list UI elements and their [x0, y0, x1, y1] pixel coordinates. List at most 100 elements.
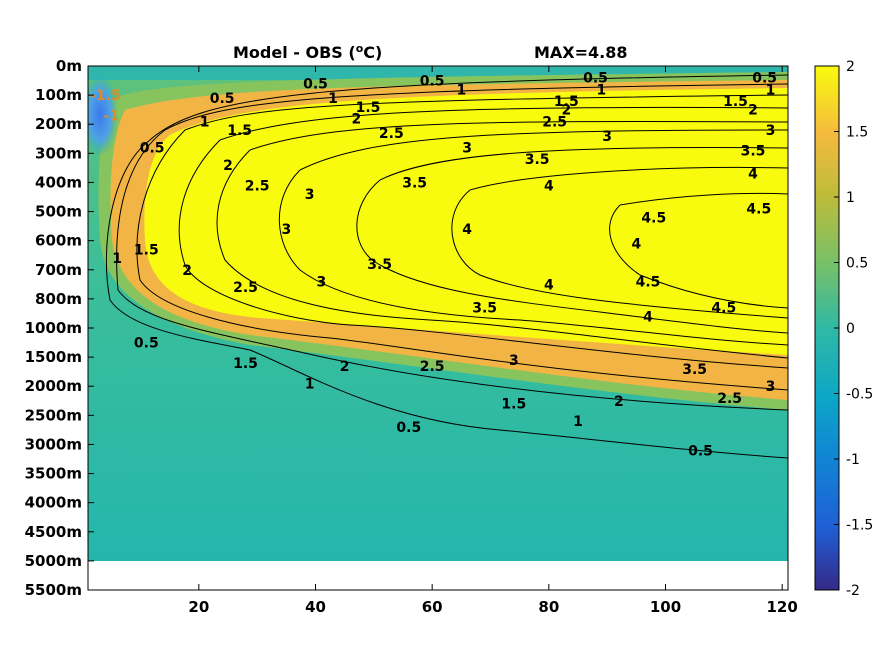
- contour-label: 0.5: [420, 74, 445, 90]
- max-annotation: MAX=4.88: [534, 43, 628, 62]
- contour-label: 3: [766, 123, 776, 139]
- chart-title-text: Model - OBS (: [233, 43, 356, 62]
- contour-2-upper: [219, 106, 788, 141]
- y-tick-label: 1500m: [25, 348, 82, 366]
- contour-3p5-lower: [356, 179, 788, 334]
- contour-label: 2: [561, 103, 571, 119]
- contour-label: 3: [509, 353, 519, 369]
- contour-label: 3.5: [402, 175, 427, 191]
- contour-label: 1.5: [227, 123, 252, 139]
- edge-contour-label: -1: [104, 108, 120, 124]
- contour-label: 4.5: [746, 202, 771, 218]
- contour-label: 1: [573, 414, 583, 430]
- colorbar-tick-label: 0.5: [846, 256, 868, 272]
- x-tick-label: 60: [422, 598, 443, 616]
- contour-label: 1.5: [554, 94, 579, 110]
- contour-label: 1.5: [723, 94, 748, 110]
- contour-label: 4: [544, 277, 554, 293]
- colorbar-tick-label: 1.5: [846, 125, 868, 141]
- contour-label: 4: [544, 178, 554, 194]
- contour-2p5-lower: [216, 149, 788, 359]
- y-tick-label: 500m: [35, 203, 82, 221]
- contour-label: 2.5: [717, 391, 742, 407]
- contour-label: 0.5: [210, 91, 235, 107]
- contour-3-lower: [278, 169, 788, 346]
- contour-4-lower: [451, 189, 788, 319]
- contour-label: 2.5: [420, 359, 445, 375]
- y-tick-label: 700m: [35, 261, 82, 279]
- contour-label: 0.5: [752, 71, 777, 87]
- contour-label: 0.5: [396, 420, 421, 436]
- y-tick-label: 0m: [56, 57, 82, 75]
- contour-label: 1: [328, 91, 338, 107]
- chart-title: Model - OBS (oC): [233, 42, 382, 62]
- contour-label: 3: [316, 274, 326, 290]
- y-tick-label: 5500m: [25, 581, 82, 599]
- contour-label: 1: [596, 82, 606, 98]
- contour-label: 4: [643, 309, 653, 325]
- y-tick-label: 2500m: [25, 406, 82, 424]
- chart-title-degree: o: [356, 42, 364, 55]
- contour-0p5-upper: [149, 74, 788, 141]
- contour-label: 3.5: [682, 362, 707, 378]
- contour-4-upper: [469, 166, 788, 191]
- contour-2p5-upper: [249, 120, 788, 151]
- y-tick-label: 200m: [35, 115, 82, 133]
- contour-label: 4: [462, 222, 472, 238]
- colorbar-tick-label: -1: [846, 452, 860, 468]
- y-tick-label: 5000m: [25, 552, 82, 570]
- contour-0p5-lower: [105, 139, 788, 459]
- contour-label: 3: [602, 129, 612, 145]
- contour-label: 1.5: [134, 242, 159, 258]
- y-tick-label: 600m: [35, 232, 82, 250]
- contour-label: 2: [182, 263, 192, 279]
- contour-label: 0.5: [688, 443, 713, 459]
- x-tick-label: 120: [767, 598, 798, 616]
- contour-label: 3.5: [741, 143, 766, 159]
- x-tick-label: 20: [188, 598, 209, 616]
- x-tick-label: 80: [538, 598, 559, 616]
- contour-label: 3: [305, 187, 315, 203]
- contour-label: 3: [766, 379, 776, 395]
- colorbar-tick-label: 2: [846, 59, 855, 75]
- edge-contour-label: -1.5: [90, 88, 121, 104]
- y-tick-label: 2000m: [25, 377, 82, 395]
- contour-label: 2: [223, 158, 233, 174]
- colorbar-tick-label: -2: [846, 583, 860, 599]
- contour-label: 2.5: [233, 280, 258, 296]
- colorbar-tick-label: 0: [846, 321, 855, 337]
- contour-label: 1: [200, 114, 210, 130]
- contour-1p5-upper: [184, 94, 788, 131]
- contour-4p5-upper: [619, 192, 788, 206]
- colorbar-tick-label: -1.5: [846, 518, 873, 534]
- contour-label: 0.5: [303, 76, 328, 92]
- contour-label: 1: [456, 82, 466, 98]
- x-axis: 20 40 60 80 100 120: [188, 66, 798, 616]
- y-tick-label: 1000m: [25, 319, 82, 337]
- contour-label: 2: [614, 394, 624, 410]
- contour-label: 4: [631, 237, 641, 253]
- colorbar-axis: 2 1.5 1 0.5 0 -0.5 -1 -1.5 -2: [834, 59, 873, 599]
- contour-label: 4.5: [636, 274, 661, 290]
- contour-label: 0.5: [583, 71, 608, 87]
- y-tick-label: 4500m: [25, 523, 82, 541]
- contour-label: 3.5: [472, 301, 497, 317]
- colorbar-tick-label: 1: [846, 190, 855, 206]
- contour-label: 1.5: [501, 397, 526, 413]
- contour-label: 2: [351, 111, 361, 127]
- colorbar-tick-label: -0.5: [846, 387, 873, 403]
- y-tick-label: 300m: [35, 144, 82, 162]
- cold-spot: [88, 73, 118, 157]
- contour-label: 3.5: [525, 152, 550, 168]
- warm-core: [144, 88, 788, 355]
- contour-label: 3.5: [367, 257, 392, 273]
- y-tick-label: 4000m: [25, 494, 82, 512]
- contour-label: 1: [112, 251, 122, 267]
- contour-4p5-lower: [609, 204, 788, 309]
- contour-label: 4.5: [641, 210, 666, 226]
- contour-label: 2.5: [542, 114, 567, 130]
- chart-title-unit: C): [363, 43, 382, 62]
- contour-1-lower: [116, 129, 788, 411]
